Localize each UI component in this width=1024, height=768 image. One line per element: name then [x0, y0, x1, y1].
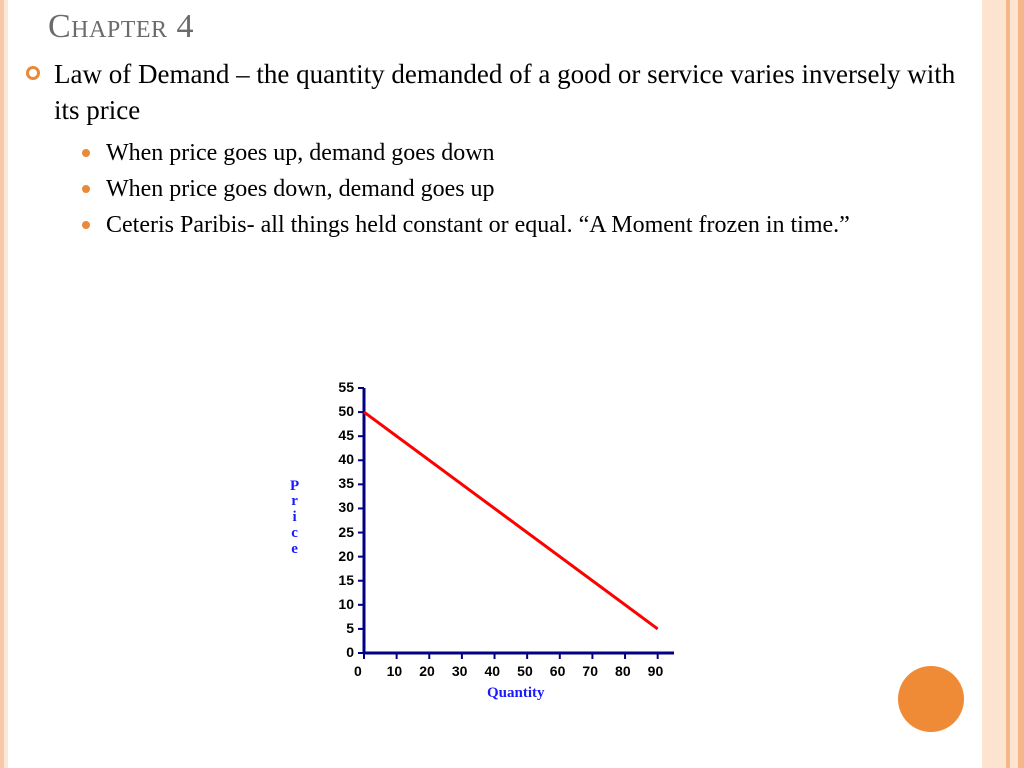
y-tick-label: 25: [338, 524, 354, 540]
y-tick-label: 20: [338, 548, 354, 564]
ring-bullet-icon: [26, 66, 40, 80]
sub-list: When price goes up, demand goes down Whe…: [54, 135, 974, 243]
y-tick-label: 40: [338, 451, 354, 467]
x-tick-label: 30: [452, 663, 468, 679]
x-tick-label: 50: [517, 663, 533, 679]
dot-bullet-icon: [82, 221, 90, 229]
y-tick-label: 10: [338, 596, 354, 612]
main-bullet-text: Law of Demand – the quantity demanded of…: [54, 59, 955, 125]
x-tick-label: 20: [419, 663, 435, 679]
slide-content: Chapter 4 Law of Demand – the quantity d…: [24, 8, 974, 768]
sub-bullet-text: When price goes down, demand goes up: [106, 176, 495, 202]
x-tick-label: 10: [387, 663, 403, 679]
y-tick-label: 0: [346, 644, 354, 660]
y-axis-label: Price: [290, 479, 299, 558]
dot-bullet-icon: [82, 185, 90, 193]
y-tick-label: 45: [338, 427, 354, 443]
x-tick-label: 90: [648, 663, 664, 679]
x-tick-label: 80: [615, 663, 631, 679]
x-tick-label: 0: [354, 663, 362, 679]
main-bullet: Law of Demand – the quantity demanded of…: [24, 56, 974, 243]
x-axis-label: Quantity: [487, 685, 545, 702]
decorative-circle-icon: [898, 666, 964, 732]
demand-chart: Price Quantity 0 5 10 15 20 25 30 35 40 45 50 55 0 10…: [284, 378, 714, 718]
sub-bullet-text: When price goes up, demand goes down: [106, 140, 495, 166]
y-tick-label: 35: [338, 475, 354, 491]
page-title: Chapter 4: [48, 8, 974, 46]
slide-border-left: [0, 0, 14, 768]
y-tick-label: 5: [346, 620, 354, 636]
y-tick-label: 50: [338, 403, 354, 419]
y-tick-label: 15: [338, 572, 354, 588]
sub-bullet: When price goes down, demand goes up: [82, 171, 974, 207]
main-list: Law of Demand – the quantity demanded of…: [24, 56, 974, 243]
y-tick-label: 55: [338, 379, 354, 395]
x-tick-label: 40: [485, 663, 501, 679]
slide-border-right: [982, 0, 1024, 768]
x-tick-label: 60: [550, 663, 566, 679]
sub-bullet-text: Ceteris Paribis- all things held constan…: [106, 212, 850, 238]
y-tick-label: 30: [338, 499, 354, 515]
dot-bullet-icon: [82, 149, 90, 157]
sub-bullet: When price goes up, demand goes down: [82, 135, 974, 171]
x-tick-label: 70: [582, 663, 598, 679]
sub-bullet: Ceteris Paribis- all things held constan…: [82, 207, 974, 243]
